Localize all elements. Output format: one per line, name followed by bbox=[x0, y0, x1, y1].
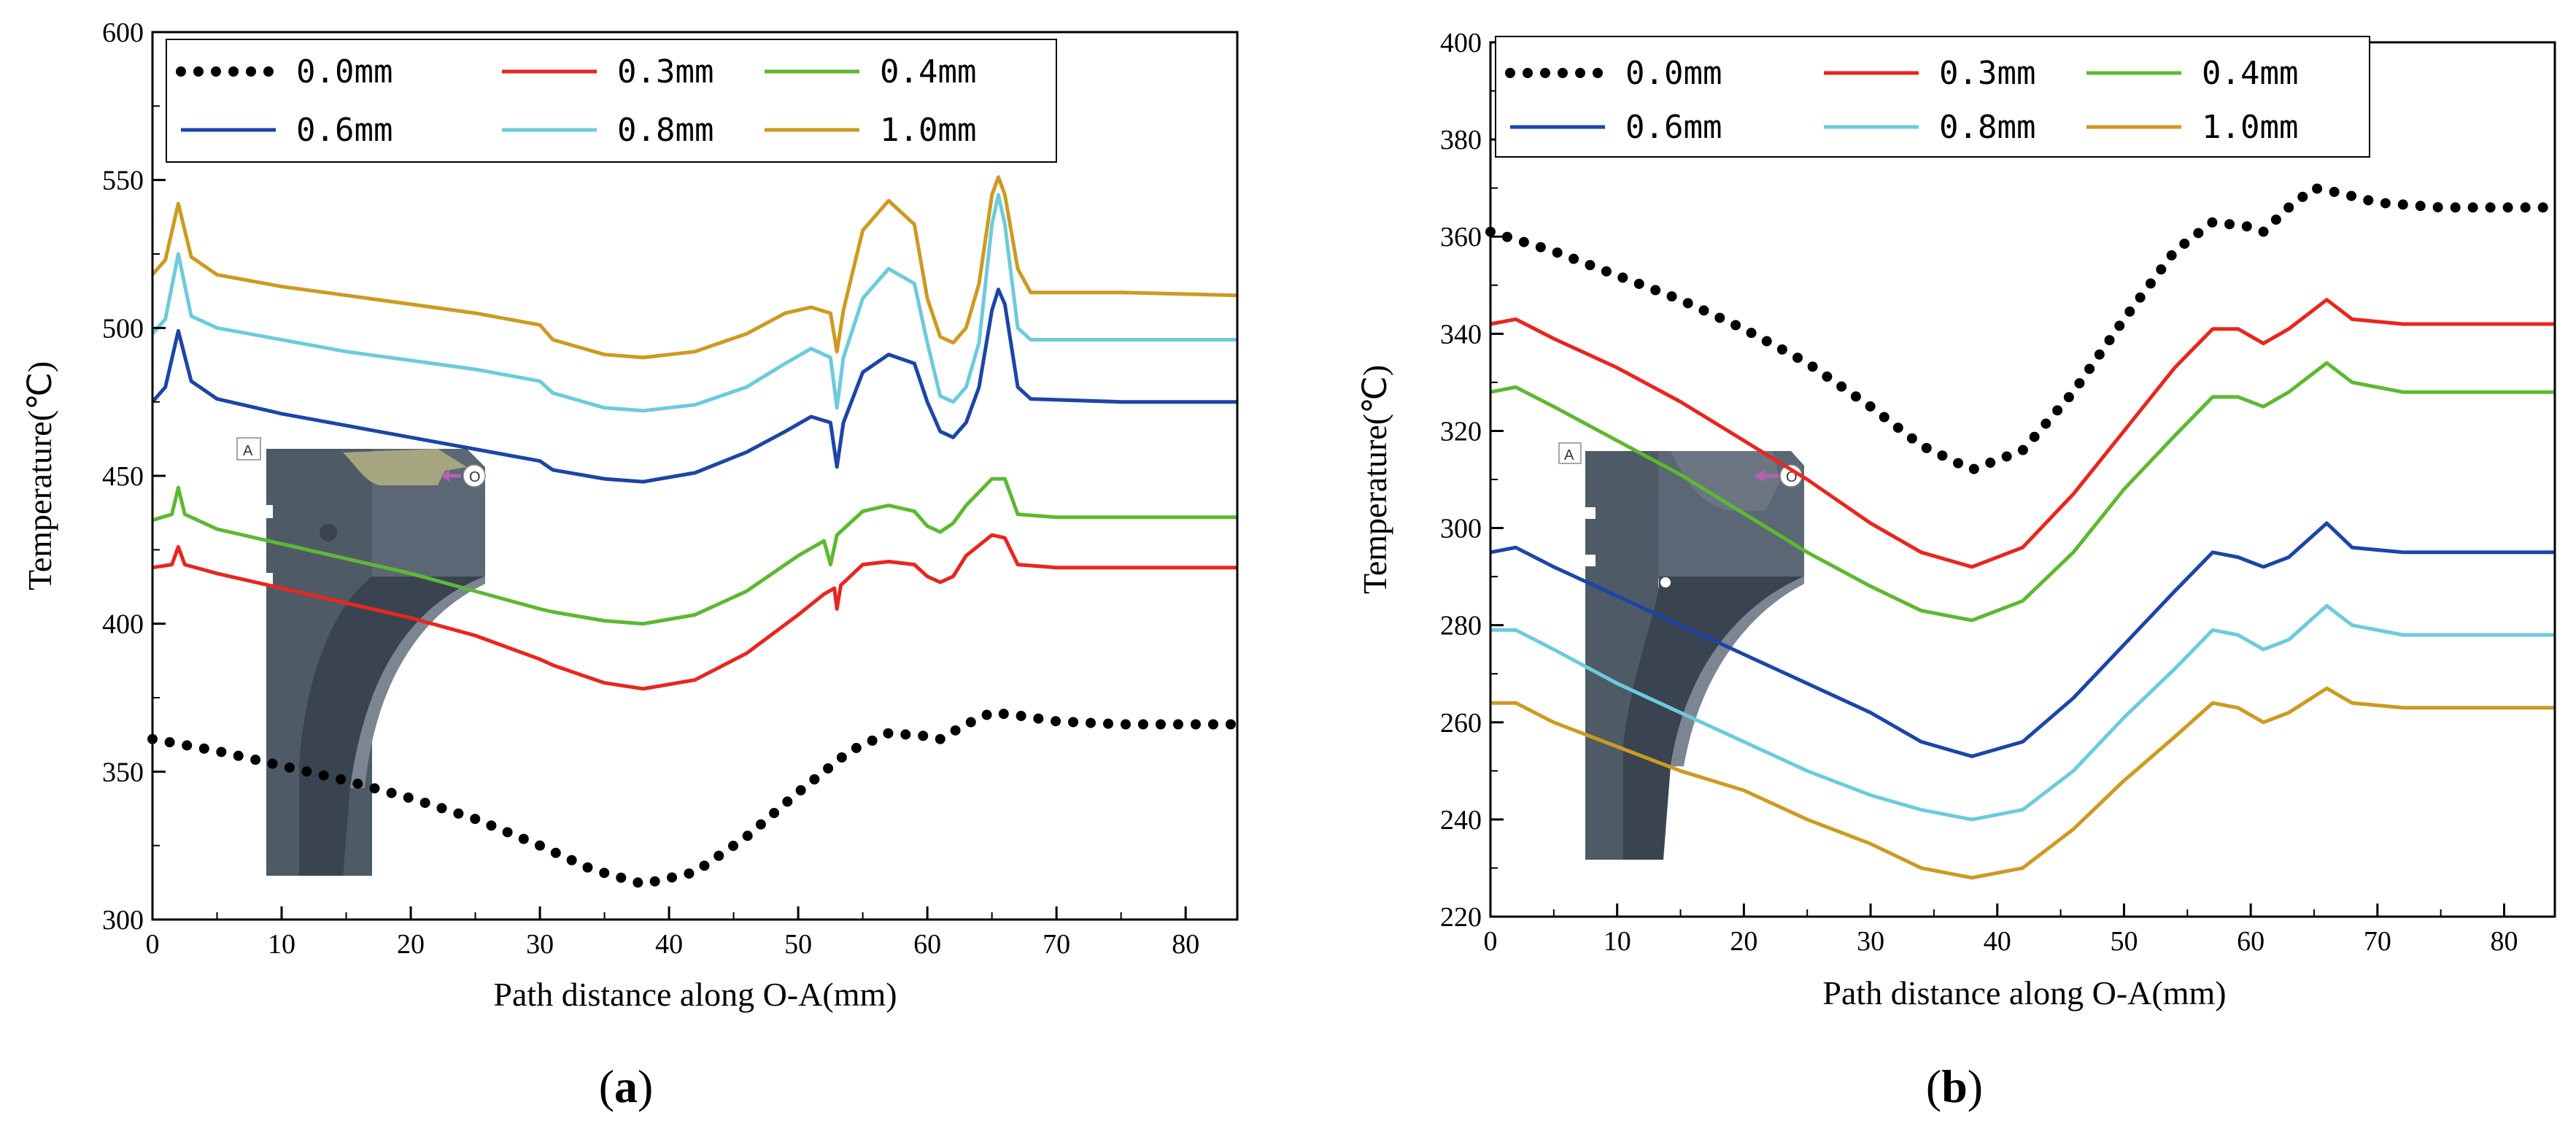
y-tick-label: 380 bbox=[1440, 125, 1482, 155]
x-tick-label: 30 bbox=[526, 929, 554, 960]
x-tick-label: 10 bbox=[268, 929, 295, 960]
x-tick-label: 70 bbox=[1043, 929, 1070, 960]
x-tick-label: 50 bbox=[784, 929, 812, 960]
axes-a: 0 10 20 30 40 50 60 70 80 300 350 400 450 500 550 600 bbox=[102, 18, 1199, 960]
x-tick-label: 60 bbox=[2237, 926, 2264, 957]
legend-label: 0.6mm bbox=[296, 112, 392, 149]
panel-b: A O 0 10 20 30 40 50 60 70 80 220 240 260 280 300 320 3… bbox=[1356, 28, 2560, 1112]
legend-label: 1.0mm bbox=[880, 112, 976, 149]
x-tick-label: 40 bbox=[655, 929, 683, 960]
y-tick-label: 550 bbox=[102, 166, 144, 196]
legend-label: 0.0mm bbox=[296, 53, 392, 90]
x-tick-label: 80 bbox=[1172, 929, 1199, 960]
y-axis-label-a: Temperature(℃) bbox=[21, 361, 58, 590]
series-line-0-0mm bbox=[147, 707, 1242, 890]
y-tick-label: 340 bbox=[1440, 319, 1482, 350]
series-line-0-3mm bbox=[1490, 298, 2555, 569]
series-line-0-6mm bbox=[151, 288, 1237, 484]
legend-box bbox=[1495, 36, 2370, 158]
plot-area-b bbox=[1485, 182, 2560, 880]
y-tick-label: 400 bbox=[102, 609, 144, 640]
x-tick-label: 20 bbox=[1730, 926, 1757, 957]
series-line-0-8mm bbox=[151, 193, 1237, 413]
legend-a: 0.0mm 0.3mm 0.4mm 0.6mm 0.8mm 1.0mm bbox=[166, 39, 1057, 163]
panel-label-b-letter: b bbox=[1941, 1060, 1968, 1112]
y-axis-label-b: Temperature(℃) bbox=[1356, 365, 1393, 594]
panel-a: A O 0 10 20 30 40 50 60 70 80 300 350 400 450 500 550 6… bbox=[21, 18, 1242, 1112]
legend-label: 0.0mm bbox=[1625, 55, 1722, 92]
x-tick-label: 0 bbox=[146, 929, 160, 960]
legend-label: 0.8mm bbox=[617, 112, 713, 149]
y-tick-label: 600 bbox=[102, 18, 144, 48]
legend-b: 0.0mm 0.3mm 0.4mm 0.6mm 0.8mm 1.0mm bbox=[1495, 36, 2370, 158]
svg-text:A: A bbox=[1564, 447, 1574, 463]
y-tick-label: 350 bbox=[102, 757, 144, 787]
series-line-0-6mm bbox=[1490, 521, 2555, 758]
svg-text:A: A bbox=[243, 443, 253, 459]
legend-label: 0.6mm bbox=[1625, 109, 1722, 146]
x-tick-label: 20 bbox=[397, 929, 425, 960]
y-tick-label: 450 bbox=[102, 461, 144, 492]
y-tick-label: 360 bbox=[1440, 222, 1482, 253]
series-line-1-0mm bbox=[151, 175, 1238, 360]
y-tick-label: 240 bbox=[1440, 805, 1482, 836]
panel-label-a-letter: a bbox=[614, 1060, 638, 1112]
x-tick-label: 70 bbox=[2364, 926, 2391, 957]
x-tick-label: 80 bbox=[2491, 926, 2518, 957]
y-tick-label: 400 bbox=[1440, 28, 1482, 58]
panel-label-a: (a) bbox=[599, 1060, 654, 1112]
legend-box bbox=[166, 39, 1057, 163]
legend-label: 0.4mm bbox=[880, 53, 976, 90]
legend-label: 0.3mm bbox=[617, 53, 713, 90]
y-tick-label: 300 bbox=[1440, 514, 1482, 544]
y-tick-label: 220 bbox=[1440, 902, 1482, 933]
x-tick-label: 50 bbox=[2110, 926, 2138, 957]
x-axis-label-b: Path distance along O-A(mm) bbox=[1822, 974, 2226, 1012]
y-tick-label: 260 bbox=[1440, 708, 1482, 739]
y-tick-label: 280 bbox=[1440, 611, 1482, 641]
component-cross-section-inset: A O bbox=[236, 437, 486, 876]
series-line-0-3mm bbox=[152, 533, 1237, 691]
component-cross-section-inset: A O bbox=[1558, 442, 1804, 860]
legend-label: 0.4mm bbox=[2202, 55, 2298, 92]
y-tick-label: 300 bbox=[102, 905, 144, 936]
legend-label: 1.0mm bbox=[2202, 109, 2298, 146]
x-tick-label: 30 bbox=[1857, 926, 1884, 957]
x-tick-label: 10 bbox=[1604, 926, 1631, 957]
legend-label: 0.3mm bbox=[1939, 55, 2035, 92]
series-line-0-0mm bbox=[1485, 182, 2560, 475]
svg-text:O: O bbox=[469, 469, 481, 485]
series-line-0-8mm bbox=[1490, 604, 2555, 822]
x-axis-label-a: Path distance along O-A(mm) bbox=[493, 976, 897, 1013]
x-tick-label: 60 bbox=[913, 929, 941, 960]
series-line-0-4mm bbox=[152, 477, 1237, 626]
y-tick-label: 500 bbox=[102, 313, 144, 344]
panel-label-b: (b) bbox=[1926, 1060, 1983, 1112]
series-line-0-4mm bbox=[1490, 361, 2555, 623]
x-tick-label: 40 bbox=[1984, 926, 2011, 957]
y-tick-label: 320 bbox=[1440, 416, 1482, 447]
axes-b: 0 10 20 30 40 50 60 70 80 220 240 260 280 300 320 340 36… bbox=[1440, 28, 2518, 957]
x-tick-label: 0 bbox=[1484, 926, 1498, 957]
legend-label: 0.8mm bbox=[1939, 109, 2035, 146]
plot-area-a bbox=[147, 175, 1242, 890]
series-line-1-0mm bbox=[1490, 686, 2555, 880]
